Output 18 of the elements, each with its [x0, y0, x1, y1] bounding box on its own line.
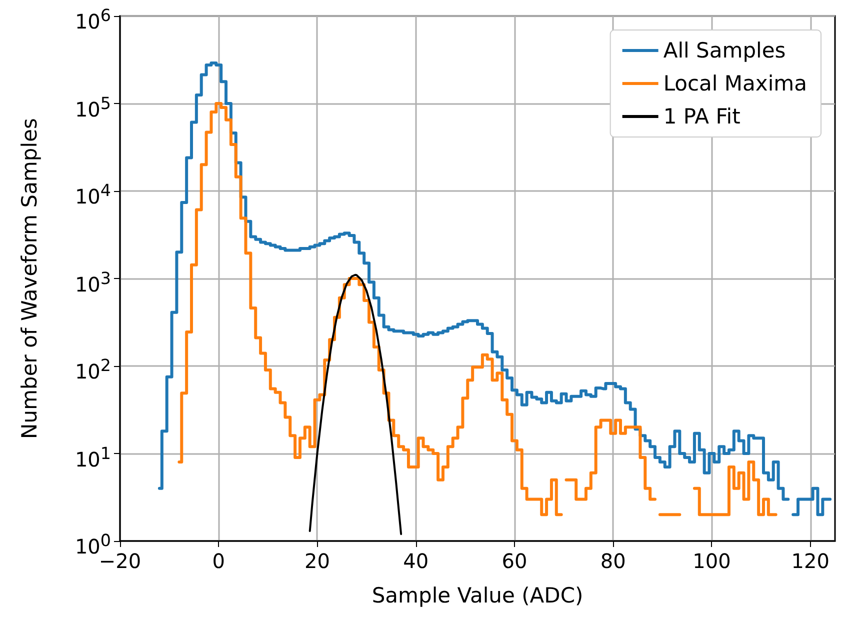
- y-tick-label: 10$^{1}$: [74, 442, 111, 472]
- legend-label: 1 PA Fit: [663, 104, 740, 128]
- y-tick-label: 10$^{6}$: [74, 5, 111, 35]
- x-tick-label: 20: [304, 549, 330, 573]
- x-tick-label: 60: [502, 549, 528, 573]
- x-axis-title: Sample Value (ADC): [372, 584, 584, 608]
- y-axis-title: Number of Waveform Samples: [18, 118, 42, 439]
- legend-label: Local Maxima: [663, 72, 808, 96]
- y-tick-label: 10$^{5}$: [74, 92, 111, 122]
- y-tick-label: 10$^{4}$: [74, 180, 111, 210]
- y-tick-label: 10$^{2}$: [74, 355, 111, 385]
- x-tick-label: 80: [600, 549, 626, 573]
- x-tick-label: 0: [212, 549, 225, 573]
- x-tick-label: 120: [791, 549, 830, 573]
- y-tick-label: 10$^{3}$: [74, 268, 111, 298]
- legend-label: All Samples: [663, 38, 786, 62]
- x-tick-label: 100: [692, 549, 731, 573]
- x-tick-label: 40: [403, 549, 429, 573]
